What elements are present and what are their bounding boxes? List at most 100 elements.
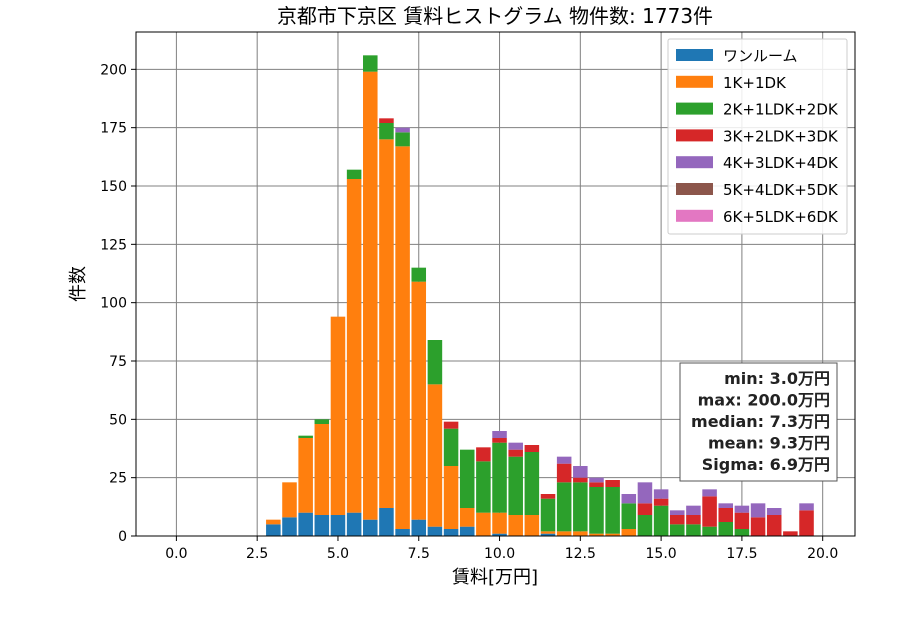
bar-segment xyxy=(702,496,717,527)
bar-segment xyxy=(492,431,507,438)
bar-segment xyxy=(799,510,814,536)
bar-segment xyxy=(669,515,685,525)
bar-segment xyxy=(363,519,378,536)
legend-swatch xyxy=(676,183,713,195)
bar-segment xyxy=(492,533,507,536)
legend-swatch xyxy=(676,102,713,115)
y-axis-label: 件数 xyxy=(68,266,89,302)
y-tick-label: 150 xyxy=(100,179,127,195)
legend-label: 2K+1LDK+2DK xyxy=(723,101,839,119)
y-tick-label: 50 xyxy=(109,412,127,428)
bar-segment xyxy=(718,522,734,536)
bar-segment xyxy=(540,498,556,532)
legend-label: 5K+4LDK+5DK xyxy=(723,181,839,199)
bar-segment xyxy=(589,533,604,536)
bar-segment xyxy=(443,466,459,529)
bar-segment xyxy=(573,477,588,483)
bar-segment xyxy=(443,428,459,466)
legend-swatch xyxy=(676,129,713,142)
y-tick-label: 200 xyxy=(100,62,127,78)
bar-segment xyxy=(524,452,540,515)
bar-segment xyxy=(427,526,443,536)
bar-segment xyxy=(734,529,750,536)
bar-segment xyxy=(605,533,620,536)
bar-segment xyxy=(492,438,507,443)
bar-segment xyxy=(459,449,475,508)
bar-segment xyxy=(734,512,750,529)
bar-segment xyxy=(653,489,669,499)
stats-line: mean: 9.3万円 xyxy=(708,434,830,453)
bar-segment xyxy=(783,531,798,536)
bar-segment xyxy=(427,340,443,385)
x-tick-label: 10.0 xyxy=(484,546,515,562)
bar-segment xyxy=(346,512,362,536)
bar-segment xyxy=(346,179,362,513)
bar-segment xyxy=(346,169,362,179)
bar-segment xyxy=(476,461,491,513)
legend-swatch xyxy=(676,209,713,222)
stats-frame xyxy=(679,362,838,482)
x-tick-label: 2.5 xyxy=(246,546,268,562)
bar-segment xyxy=(718,503,734,508)
bar-segment xyxy=(266,519,281,525)
y-tick-label: 100 xyxy=(100,296,127,312)
x-tick-label: 20.0 xyxy=(807,546,838,562)
x-tick-label: 0.0 xyxy=(165,546,187,562)
bar-segment xyxy=(379,123,394,140)
x-tick-label: 15.0 xyxy=(646,546,677,562)
bar-segment xyxy=(379,118,394,123)
stats-line: Sigma: 6.9万円 xyxy=(702,455,830,474)
legend-label: 6K+5LDK+6DK xyxy=(723,208,839,226)
bar-segment xyxy=(621,529,637,536)
bar-segment xyxy=(411,281,427,520)
bar-segment xyxy=(395,529,410,536)
bar-segment xyxy=(508,442,523,450)
bar-segment xyxy=(589,482,604,487)
bar-segment xyxy=(540,494,556,499)
bar-segment xyxy=(443,529,459,536)
bar-segment xyxy=(589,487,604,534)
bar-segment xyxy=(492,512,507,534)
bar-segment xyxy=(556,482,572,532)
bar-segment xyxy=(589,477,604,483)
bar-segment xyxy=(540,533,556,536)
bar-segment xyxy=(621,503,637,529)
bar-segment xyxy=(637,515,653,536)
bar-segment xyxy=(669,524,685,536)
bar-segment xyxy=(573,531,588,536)
bar-segment xyxy=(750,517,766,536)
bar-segment xyxy=(379,139,394,509)
y-tick-label: 0 xyxy=(118,529,127,545)
bar-segment xyxy=(605,480,620,487)
legend-swatch xyxy=(676,156,713,169)
y-tick-label: 75 xyxy=(109,354,127,370)
bar-stacks xyxy=(266,55,814,536)
bar-segment xyxy=(427,384,443,527)
bar-segment xyxy=(395,127,410,133)
legend: ワンルーム 1K+1DK 2K+1LDK+2DK 3K+2LDK+3DK 4K+3LDK… xyxy=(667,38,848,235)
bar-segment xyxy=(314,419,330,424)
bar-segment xyxy=(734,505,750,513)
chart-title: 京都市下京区 賃料ヒストグラム 物件数: 1773件 xyxy=(277,4,713,28)
bar-segment xyxy=(686,505,701,515)
bar-segment xyxy=(314,515,330,536)
legend-label: 3K+2LDK+3DK xyxy=(723,127,839,145)
bar-segment xyxy=(766,508,782,515)
legend-label: 1K+1DK xyxy=(723,74,787,92)
bar-segment xyxy=(524,445,540,452)
bar-segment xyxy=(395,132,410,147)
bar-segment xyxy=(443,421,459,429)
bar-segment xyxy=(476,447,491,462)
bar-segment xyxy=(508,449,523,457)
bar-segment xyxy=(330,515,346,536)
bar-segment xyxy=(459,508,475,527)
legend-label: ワンルーム xyxy=(723,47,798,65)
bar-segment xyxy=(298,435,313,438)
bar-segment xyxy=(669,510,685,515)
legend-swatch xyxy=(676,49,713,61)
bar-segment xyxy=(459,526,475,536)
bar-segment xyxy=(573,482,588,532)
bar-segment xyxy=(718,508,734,522)
y-tick-label: 125 xyxy=(100,237,127,253)
